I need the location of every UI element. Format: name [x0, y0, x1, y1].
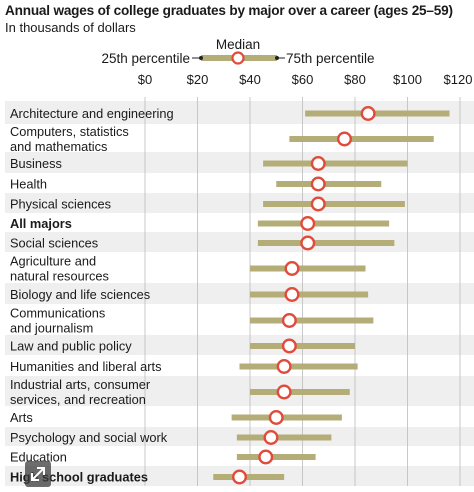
range-bar	[250, 389, 350, 395]
range-bar	[250, 291, 369, 298]
chart-title: Annual wages of college graduates by maj…	[5, 3, 453, 18]
row-label: Physical sciences	[10, 197, 111, 212]
median-marker	[276, 384, 292, 400]
data-marks	[213, 105, 450, 485]
median-marker	[360, 105, 376, 121]
range-bar	[257, 240, 395, 246]
row-label: Arts	[10, 410, 33, 425]
row-label: Psychology and social work	[10, 430, 168, 445]
x-tick-label: $20	[187, 72, 209, 87]
legend: Median 25th percentile 75th percentile	[101, 37, 374, 66]
x-tick-label: $0	[138, 72, 152, 87]
median-marker	[276, 359, 292, 375]
range-bar	[276, 181, 382, 187]
median-marker	[258, 449, 274, 465]
row-background	[5, 335, 474, 355]
row-label: Architecture and engineering	[10, 106, 174, 121]
range-bar	[257, 220, 390, 227]
legend-median-marker	[231, 51, 245, 65]
x-tick-label: $120	[444, 72, 473, 87]
range-bar	[305, 110, 450, 117]
expand-icon[interactable]	[25, 461, 51, 487]
x-tick-label: $80	[344, 72, 366, 87]
range-bar	[263, 201, 405, 207]
median-marker	[231, 469, 247, 485]
row-backgrounds	[5, 101, 474, 486]
range-bar	[236, 434, 332, 441]
median-marker	[263, 430, 279, 446]
row-label: natural resources	[10, 269, 109, 284]
row-label: and journalism	[10, 321, 93, 336]
row-background	[5, 101, 474, 124]
row-label: Humanities and liberal arts	[10, 359, 162, 374]
row-label: Biology and life sciences	[10, 287, 150, 302]
row-label: All majors	[10, 216, 72, 231]
x-axis-ticks: $0 $20 $40 $60 $80 $100 $120	[138, 72, 473, 87]
median-marker	[281, 338, 297, 354]
range-bar	[231, 414, 342, 421]
median-marker	[310, 176, 326, 192]
row-label: Business	[10, 156, 62, 171]
median-marker	[300, 235, 316, 251]
legend-median-label: Median	[216, 37, 260, 52]
row-background	[5, 283, 474, 304]
range-bar	[250, 343, 355, 349]
row-label: Law and public policy	[10, 339, 132, 354]
legend-p75-dot	[275, 56, 279, 60]
row-label: Communications	[10, 306, 105, 321]
range-bar	[213, 474, 285, 480]
range-bar	[250, 317, 374, 324]
median-marker	[310, 155, 326, 171]
row-background	[5, 232, 474, 252]
median-marker	[281, 313, 297, 329]
row-label: and mathematics	[10, 139, 107, 154]
median-marker	[268, 410, 284, 426]
median-marker	[310, 196, 326, 212]
row-label: Industrial arts, consumer	[10, 377, 151, 392]
row-label: Computers, statistics	[10, 124, 129, 139]
median-marker	[300, 215, 316, 231]
row-label: services, and recreation	[10, 392, 146, 407]
x-tick-label: $60	[292, 72, 314, 87]
chart-subtitle: In thousands of dollars	[5, 20, 136, 35]
range-bar	[236, 454, 316, 460]
legend-p75-label: 75th percentile	[286, 51, 375, 66]
row-label: Agriculture and	[10, 254, 96, 269]
range-bar	[250, 265, 366, 272]
row-background	[5, 152, 474, 173]
range-bar	[263, 160, 408, 167]
range-bar	[289, 136, 434, 142]
row-labels: Architecture and engineering Computers, s…	[10, 106, 174, 485]
median-marker	[284, 261, 300, 277]
median-marker	[337, 131, 353, 147]
x-tick-label: $40	[239, 72, 261, 87]
row-label: Education	[10, 450, 67, 465]
legend-p25-label: 25th percentile	[101, 51, 190, 66]
median-marker	[284, 287, 300, 303]
range-bar	[239, 363, 358, 370]
row-label: Health	[10, 177, 47, 192]
legend-p25-dot	[199, 56, 203, 60]
x-tick-label: $100	[393, 72, 422, 87]
row-label: Social sciences	[10, 236, 98, 251]
expand-arrows-glyph	[31, 467, 45, 481]
row-background	[5, 376, 474, 406]
row-background	[5, 193, 474, 213]
